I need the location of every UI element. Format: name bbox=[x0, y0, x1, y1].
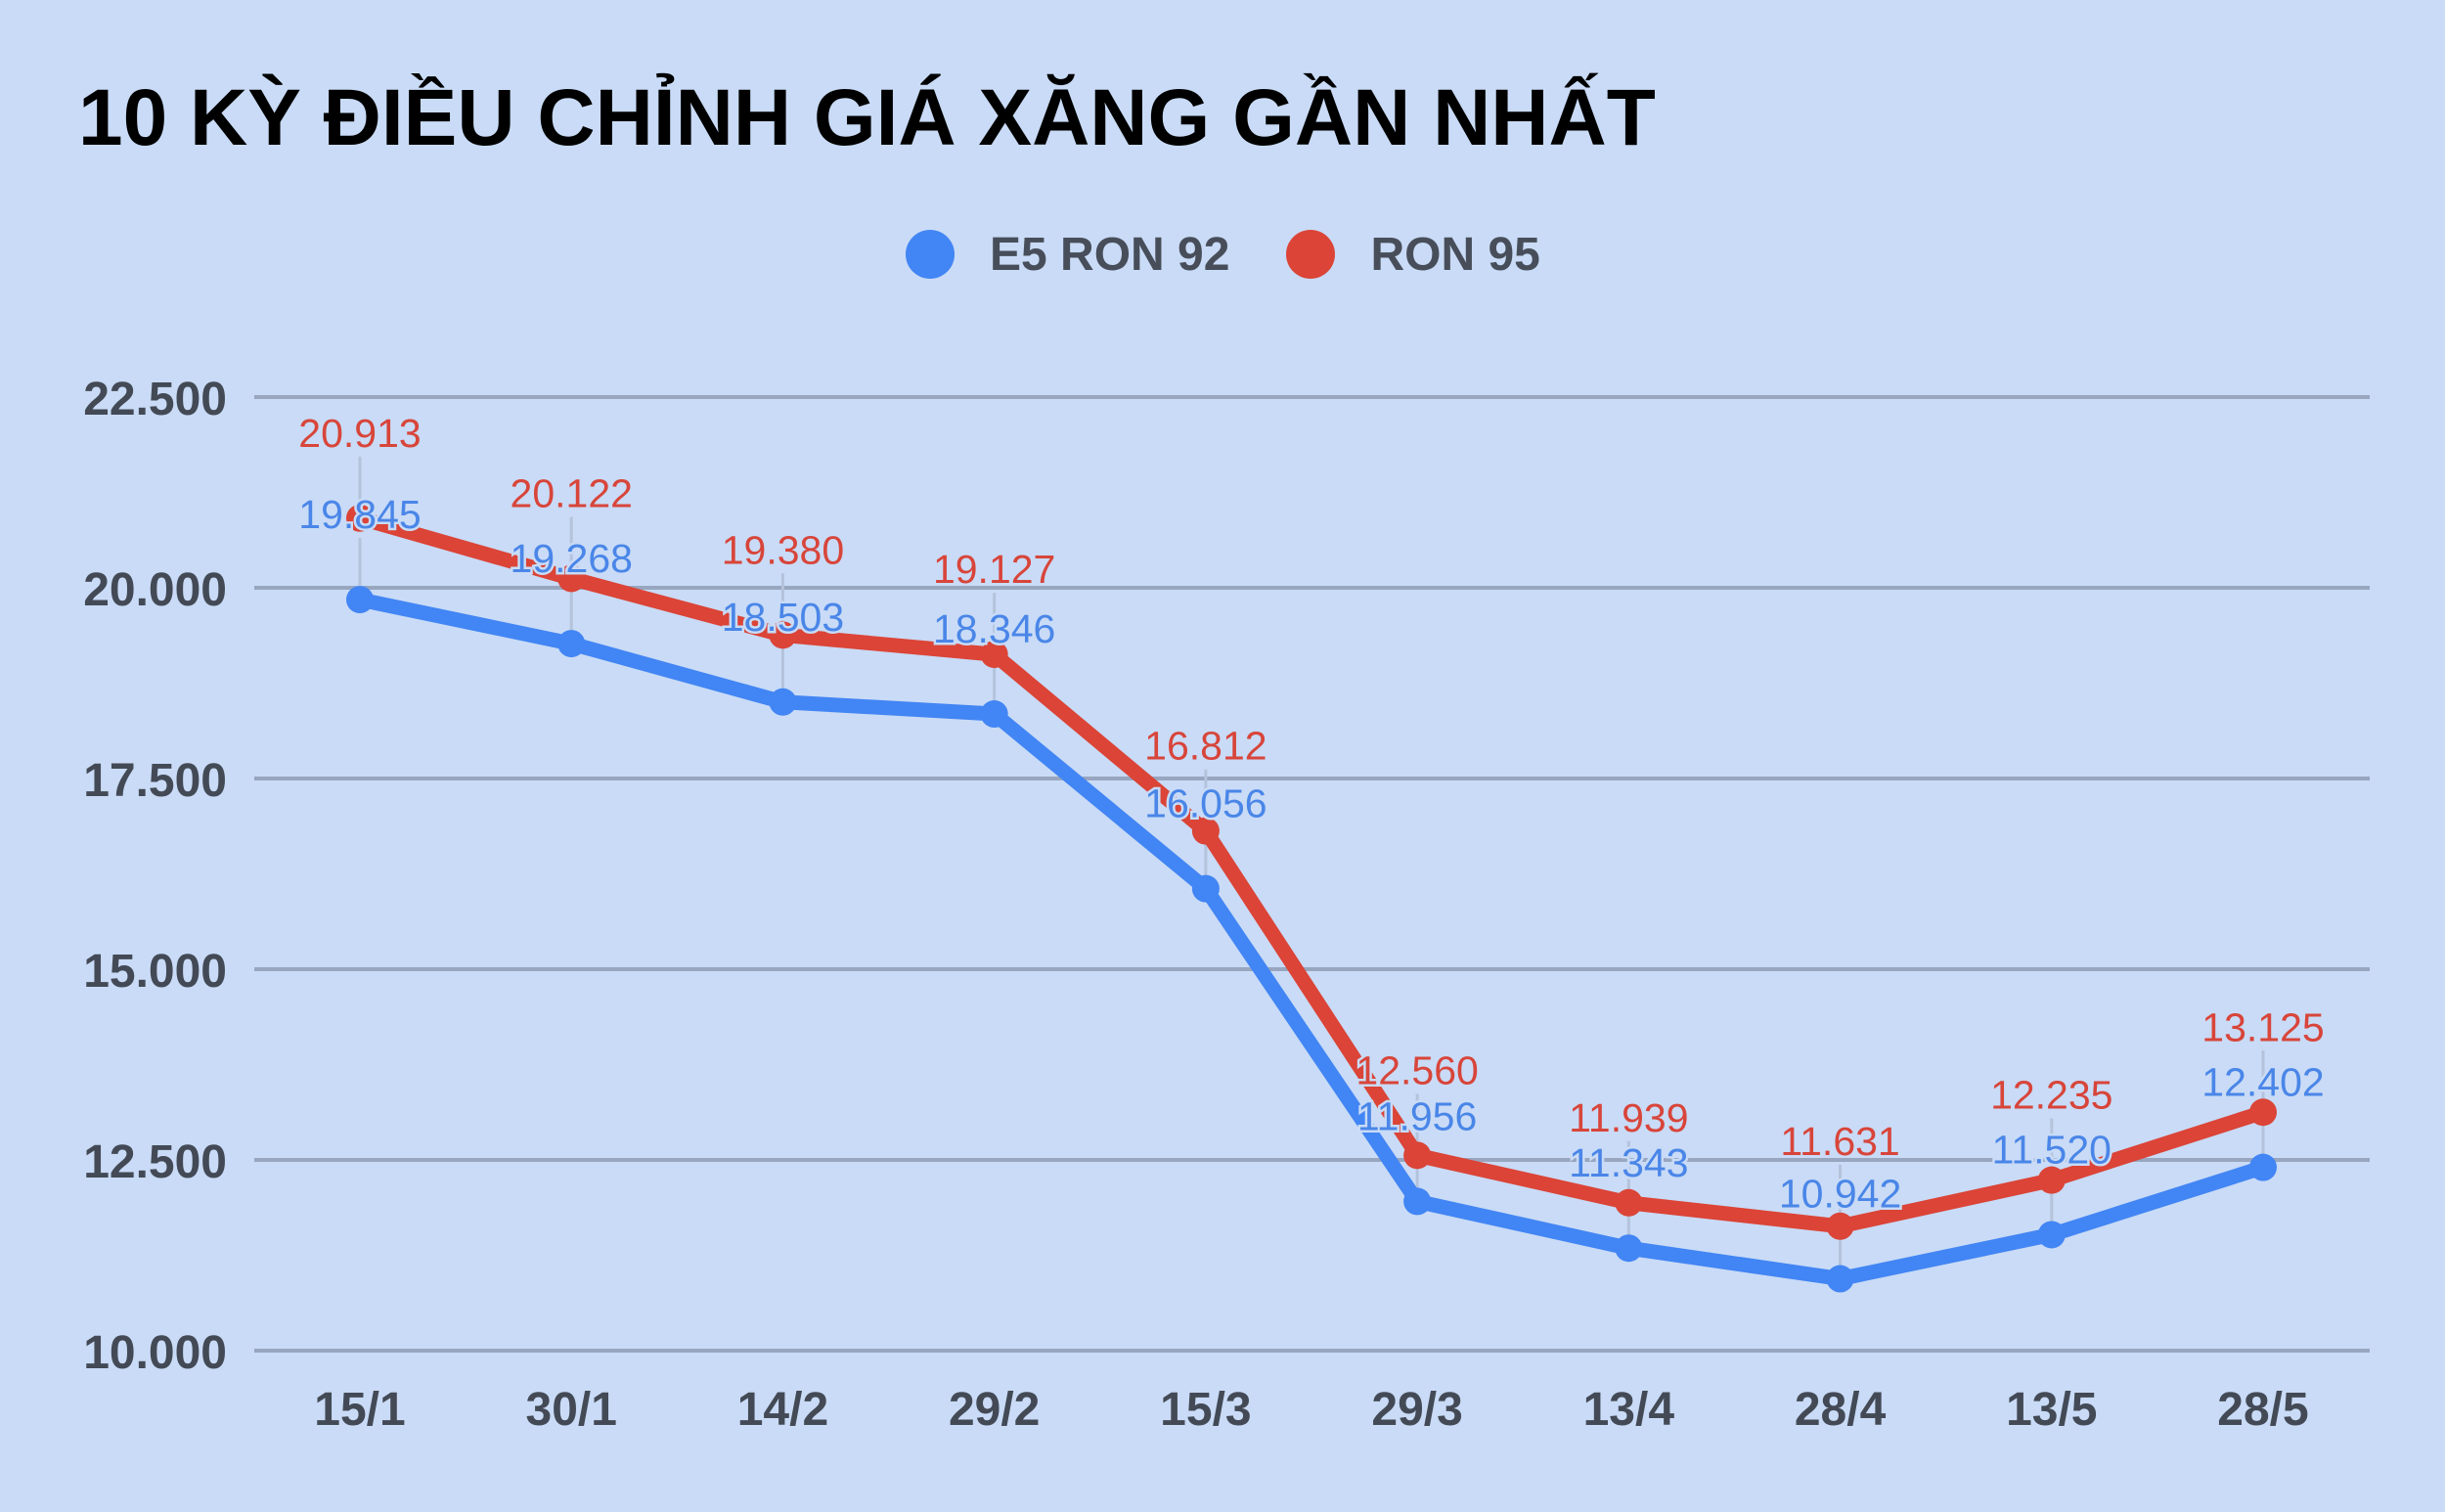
data-label: 19.380 bbox=[722, 527, 844, 572]
legend-label: RON 95 bbox=[1370, 228, 1540, 281]
x-tick-label: 13/4 bbox=[1583, 1384, 1675, 1436]
data-point[interactable] bbox=[2249, 1098, 2277, 1127]
data-point[interactable] bbox=[980, 641, 1008, 669]
data-point[interactable] bbox=[1826, 1265, 1854, 1293]
data-point[interactable] bbox=[1403, 1141, 1432, 1170]
y-axis: 10.000 12.500 15.000 17.500 20.000 22.500 bbox=[83, 374, 227, 1379]
x-tick-label: 28/5 bbox=[2217, 1384, 2308, 1436]
data-label: 13.125 bbox=[2201, 1004, 2324, 1049]
data-label: 18.503 bbox=[722, 595, 844, 640]
data-point[interactable] bbox=[1403, 1187, 1432, 1216]
data-label: 11.939 bbox=[1569, 1095, 1688, 1140]
data-point[interactable] bbox=[1826, 1212, 1854, 1240]
x-tick-label: 15/1 bbox=[314, 1384, 405, 1436]
data-point[interactable] bbox=[769, 621, 797, 649]
x-tick-label: 13/5 bbox=[2006, 1384, 2097, 1436]
legend: E5 RON 92 RON 95 bbox=[906, 228, 1597, 281]
data-label: 16.056 bbox=[1144, 781, 1267, 826]
series-lines bbox=[346, 504, 2277, 1293]
x-tick-label: 14/2 bbox=[737, 1384, 828, 1436]
data-point[interactable] bbox=[1615, 1234, 1643, 1263]
data-label: 11.956 bbox=[1357, 1093, 1477, 1138]
data-label: 11.631 bbox=[1780, 1119, 1899, 1164]
y-tick-label: 10.000 bbox=[83, 1327, 227, 1379]
data-label: 10.942 bbox=[1779, 1172, 1901, 1217]
data-point[interactable] bbox=[557, 630, 586, 658]
ron-95-line bbox=[352, 511, 2271, 1234]
data-label: 12.402 bbox=[2201, 1060, 2324, 1105]
x-tick-label: 29/3 bbox=[1371, 1384, 1462, 1436]
data-point[interactable] bbox=[1191, 874, 1220, 903]
data-point[interactable] bbox=[769, 688, 797, 716]
label-leader-lines bbox=[358, 456, 2265, 1279]
data-label: 12.560 bbox=[1356, 1047, 1478, 1092]
legend-dot-blue-icon bbox=[906, 230, 955, 279]
legend-dot-red-icon bbox=[1286, 230, 1336, 279]
x-tick-label: 29/2 bbox=[949, 1384, 1040, 1436]
data-label: 11.520 bbox=[1992, 1127, 2112, 1172]
data-point[interactable] bbox=[346, 586, 374, 614]
data-label: 20.913 bbox=[298, 411, 421, 456]
x-tick-label: 30/1 bbox=[526, 1384, 617, 1436]
data-point[interactable] bbox=[2249, 1153, 2277, 1181]
data-point[interactable] bbox=[2037, 1221, 2066, 1249]
data-point[interactable] bbox=[557, 564, 586, 593]
legend-item-e5-ron-92: E5 RON 92 bbox=[906, 228, 1229, 282]
data-point[interactable] bbox=[2037, 1166, 2066, 1194]
data-label: 12.235 bbox=[1990, 1073, 2112, 1118]
data-point[interactable] bbox=[1615, 1188, 1643, 1217]
gridlines bbox=[254, 395, 2370, 1353]
x-axis: 15/1 30/1 14/2 29/2 15/3 29/3 13/4 28/4 13/5 28/5 bbox=[314, 1384, 2308, 1436]
data-label: 11.343 bbox=[1569, 1140, 1688, 1185]
data-label: 20.122 bbox=[511, 470, 633, 515]
x-tick-label: 15/3 bbox=[1160, 1384, 1251, 1436]
y-tick-label: 12.500 bbox=[83, 1136, 227, 1188]
y-tick-label: 15.000 bbox=[83, 946, 227, 998]
legend-item-ron-95: RON 95 bbox=[1286, 228, 1540, 282]
y-tick-label: 17.500 bbox=[83, 755, 227, 807]
data-label: 18.346 bbox=[933, 606, 1055, 651]
e5-ron-92-line bbox=[352, 592, 2271, 1286]
x-tick-label: 28/4 bbox=[1795, 1384, 1887, 1436]
data-label: 19.845 bbox=[298, 492, 421, 537]
data-point[interactable] bbox=[980, 700, 1008, 729]
data-labels: 19.845 19.268 18.503 18.346 16.056 11.956 11.3… bbox=[296, 408, 2327, 1219]
data-label: 19.268 bbox=[511, 536, 633, 581]
data-label: 19.127 bbox=[933, 547, 1055, 592]
y-tick-label: 22.500 bbox=[83, 374, 227, 425]
legend-label: E5 RON 92 bbox=[990, 228, 1230, 281]
chart-title: 10 KỲ ĐIỀU CHỈNH GIÁ XĂNG GẦN NHẤT bbox=[78, 73, 1656, 162]
y-tick-label: 20.000 bbox=[83, 564, 227, 616]
data-point[interactable] bbox=[346, 504, 374, 532]
data-label: 16.812 bbox=[1144, 724, 1267, 769]
data-point[interactable] bbox=[1191, 817, 1220, 845]
